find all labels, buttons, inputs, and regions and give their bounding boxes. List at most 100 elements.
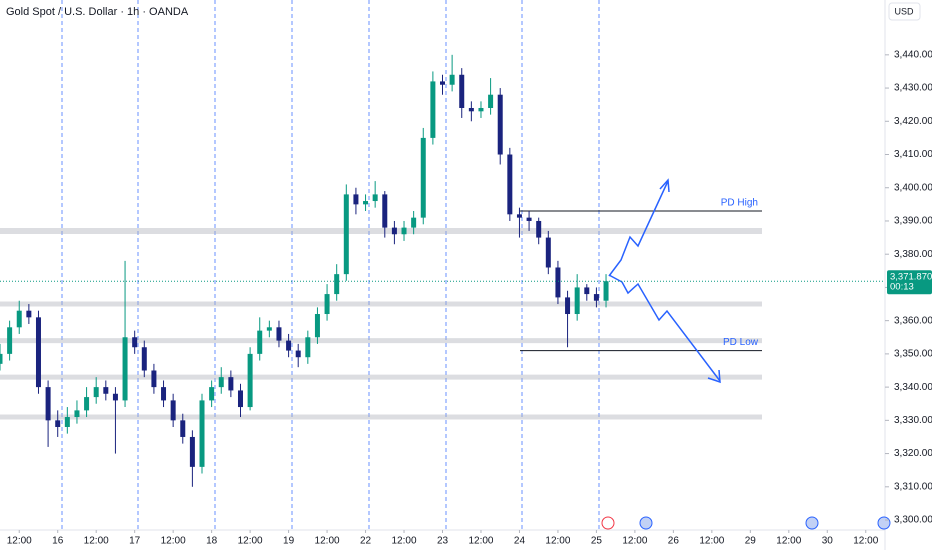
x-tick-label: 12:00 xyxy=(545,536,570,547)
candle-body xyxy=(382,194,388,228)
candle-body xyxy=(603,281,609,301)
candle-body xyxy=(218,377,224,388)
x-tick-label: 12:00 xyxy=(392,536,417,547)
candle-body xyxy=(45,387,51,421)
zones: PD High PD Low xyxy=(0,198,762,420)
y-tick-label: 3,440.000 xyxy=(894,49,932,60)
candle-body xyxy=(122,337,128,401)
projection-down xyxy=(608,274,721,382)
candle-body xyxy=(478,107,484,112)
candle-body xyxy=(247,353,253,408)
y-tick-label: 3,410.000 xyxy=(894,149,932,160)
y-tick-label: 3,430.000 xyxy=(894,83,932,94)
candle-body xyxy=(141,347,147,371)
arrow-head xyxy=(707,369,721,384)
candle-body xyxy=(35,317,41,388)
currency-label: USD xyxy=(894,6,914,16)
candle-body xyxy=(516,214,522,218)
y-tick-label: 3,390.000 xyxy=(894,216,932,227)
x-tick-label: 25 xyxy=(591,536,603,547)
x-tick-label: 12:00 xyxy=(84,536,109,547)
candle-body xyxy=(411,217,417,228)
y-tick-label: 3,400.000 xyxy=(894,182,932,193)
candle-body xyxy=(7,327,13,354)
chart-title: Gold Spot / U.S. Dollar · 1h · OANDA xyxy=(6,6,189,18)
y-tick-label: 3,350.000 xyxy=(894,349,932,360)
x-tick-label: 16 xyxy=(52,536,64,547)
x-tick-label: 22 xyxy=(360,536,372,547)
event-icon xyxy=(601,516,615,530)
x-tick-label: 30 xyxy=(822,536,834,547)
candles xyxy=(0,54,609,487)
candle-body xyxy=(574,287,580,315)
event-icon xyxy=(805,516,819,530)
x-tick-label: 23 xyxy=(437,536,449,547)
candle-body xyxy=(209,387,215,401)
candle-body xyxy=(420,137,426,218)
event-icon xyxy=(877,516,891,530)
candle-body xyxy=(497,94,503,155)
candle-body xyxy=(305,337,311,358)
candle-body xyxy=(286,340,292,351)
x-tick-label: 19 xyxy=(283,536,295,547)
candle-body xyxy=(16,310,22,328)
event-icon xyxy=(639,516,653,530)
x-tick-label: 12:00 xyxy=(7,536,32,547)
candle-body xyxy=(526,217,532,221)
candle-body xyxy=(343,194,349,275)
candle-body xyxy=(112,393,118,401)
candle-body xyxy=(151,370,157,388)
x-tick-label: 12:00 xyxy=(776,536,801,547)
candle-body xyxy=(237,390,243,408)
candle-body xyxy=(314,314,320,338)
x-tick-label: 12:00 xyxy=(622,536,647,547)
currency-button[interactable] xyxy=(888,2,921,21)
candle-body xyxy=(161,387,167,401)
y-tick-label: 3,380.000 xyxy=(894,249,932,260)
x-tick-label: 26 xyxy=(668,536,680,547)
candle-body xyxy=(488,94,494,108)
candle-body xyxy=(334,274,340,295)
candle-body xyxy=(189,436,195,467)
x-tick-label: 12:00 xyxy=(699,536,724,547)
y-tick-label: 3,340.000 xyxy=(894,382,932,393)
x-tick-label: 18 xyxy=(206,536,218,547)
candle-body xyxy=(584,287,590,295)
y-tick-label: 3,330.000 xyxy=(894,415,932,426)
candle-body xyxy=(545,237,551,268)
candle-body xyxy=(84,397,90,411)
candle-body xyxy=(468,107,474,112)
candle-body xyxy=(93,387,99,398)
candle-body xyxy=(55,420,61,427)
x-tick-label: 12:00 xyxy=(161,536,186,547)
candle-body xyxy=(391,227,397,235)
candle-body xyxy=(257,330,263,354)
candle-body xyxy=(555,267,561,298)
arrow-head xyxy=(659,178,670,193)
candle-body xyxy=(459,74,465,108)
candle-body xyxy=(593,294,599,301)
candle-body xyxy=(0,353,3,364)
projection-up xyxy=(608,180,669,277)
candle-body xyxy=(372,194,378,202)
candle-body xyxy=(363,201,369,205)
pd-label: PD Low xyxy=(723,337,759,348)
candle-body xyxy=(180,420,186,437)
candle-body xyxy=(353,194,359,205)
candle-body xyxy=(266,327,272,331)
session-lines xyxy=(61,0,600,530)
last-price-box xyxy=(887,270,932,295)
x-tick-label: 17 xyxy=(129,536,141,547)
y-tick-label: 3,420.000 xyxy=(894,116,932,127)
candle-body xyxy=(430,81,436,138)
x-tick-label: 12:00 xyxy=(238,536,263,547)
candle-body xyxy=(401,227,407,235)
candle-body xyxy=(170,400,176,421)
projection-arrows xyxy=(608,178,721,384)
y-tick-label: 3,360.000 xyxy=(894,315,932,326)
x-tick-label: 12:00 xyxy=(315,536,340,547)
candle-body xyxy=(324,294,330,315)
x-tick-label: 24 xyxy=(514,536,526,547)
